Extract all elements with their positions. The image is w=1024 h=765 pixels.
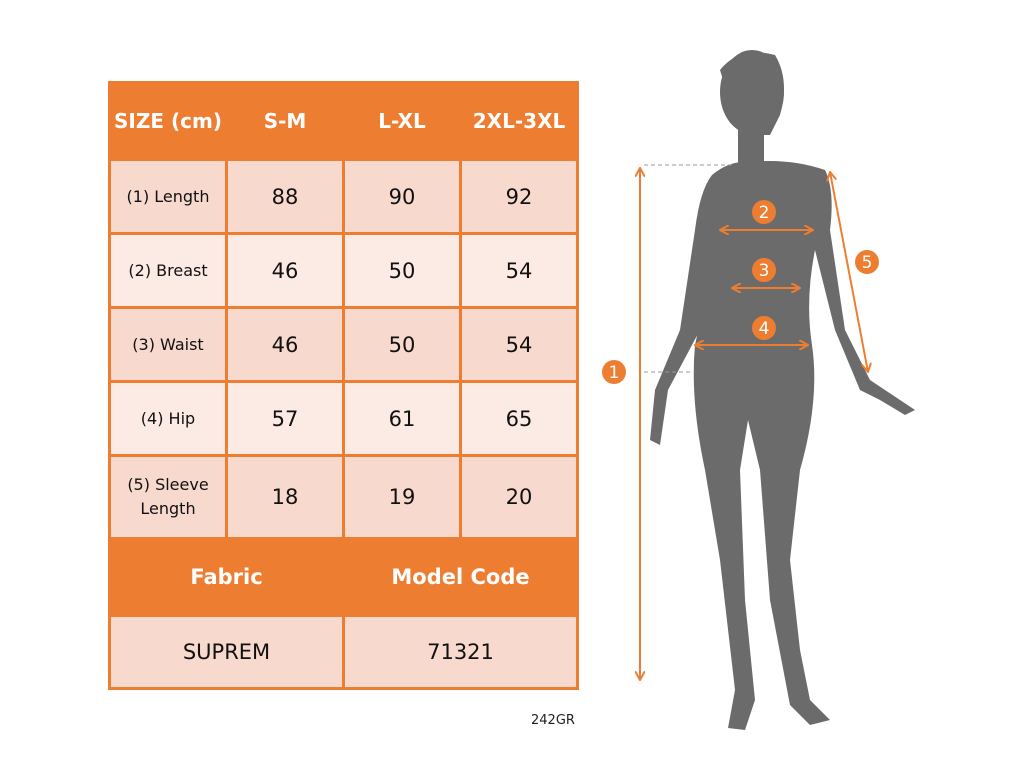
footer-value-row: SUPREM 71321: [108, 614, 579, 690]
cell: 50: [342, 232, 462, 309]
table-row: (5) Sleeve Length 18 19 20: [108, 454, 579, 540]
marker-4: 4: [759, 319, 770, 339]
table-row: (3) Waist 46 50 54: [108, 306, 579, 383]
cell: 50: [342, 306, 462, 383]
header-l-xl: L-XL: [342, 81, 462, 161]
model-code-header: Model Code: [342, 537, 579, 617]
marker-badges: [602, 200, 879, 384]
header-size: SIZE (cm): [108, 81, 228, 161]
cell: 90: [342, 158, 462, 235]
table-header-row: SIZE (cm) S-M L-XL 2XL-3XL: [108, 81, 579, 161]
cell: 88: [225, 158, 345, 235]
row-label: (4) Hip: [108, 380, 228, 457]
cell: 19: [342, 454, 462, 540]
silhouette: [650, 50, 915, 730]
row-label: (5) Sleeve Length: [108, 454, 228, 540]
marker-3: 3: [759, 261, 770, 281]
size-chart-table: SIZE (cm) S-M L-XL 2XL-3XL (1) Length 88…: [108, 81, 579, 690]
row-label: (1) Length: [108, 158, 228, 235]
row-label: (2) Breast: [108, 232, 228, 309]
footer-header-row: Fabric Model Code: [108, 537, 579, 617]
table-row: (4) Hip 57 61 65: [108, 380, 579, 457]
fabric-header: Fabric: [108, 537, 345, 617]
cell: 46: [225, 306, 345, 383]
fabric-value: SUPREM: [108, 614, 345, 690]
cell: 92: [459, 158, 579, 235]
cell: 46: [225, 232, 345, 309]
marker-5: 5: [862, 253, 873, 273]
model-code-value: 71321: [342, 614, 579, 690]
cell: 20: [459, 454, 579, 540]
product-code: 242GR: [531, 713, 575, 728]
cell: 65: [459, 380, 579, 457]
row-label: (3) Waist: [108, 306, 228, 383]
table-row: (2) Breast 46 50 54: [108, 232, 579, 309]
cell: 54: [459, 306, 579, 383]
cell: 61: [342, 380, 462, 457]
table-row: (1) Length 88 90 92: [108, 158, 579, 235]
measurement-lines: [640, 168, 868, 680]
marker-2: 2: [759, 203, 770, 223]
header-2xl-3xl: 2XL-3XL: [459, 81, 579, 161]
cell: 18: [225, 454, 345, 540]
marker-1: 1: [609, 363, 620, 383]
cell: 54: [459, 232, 579, 309]
header-s-m: S-M: [225, 81, 345, 161]
cell: 57: [225, 380, 345, 457]
